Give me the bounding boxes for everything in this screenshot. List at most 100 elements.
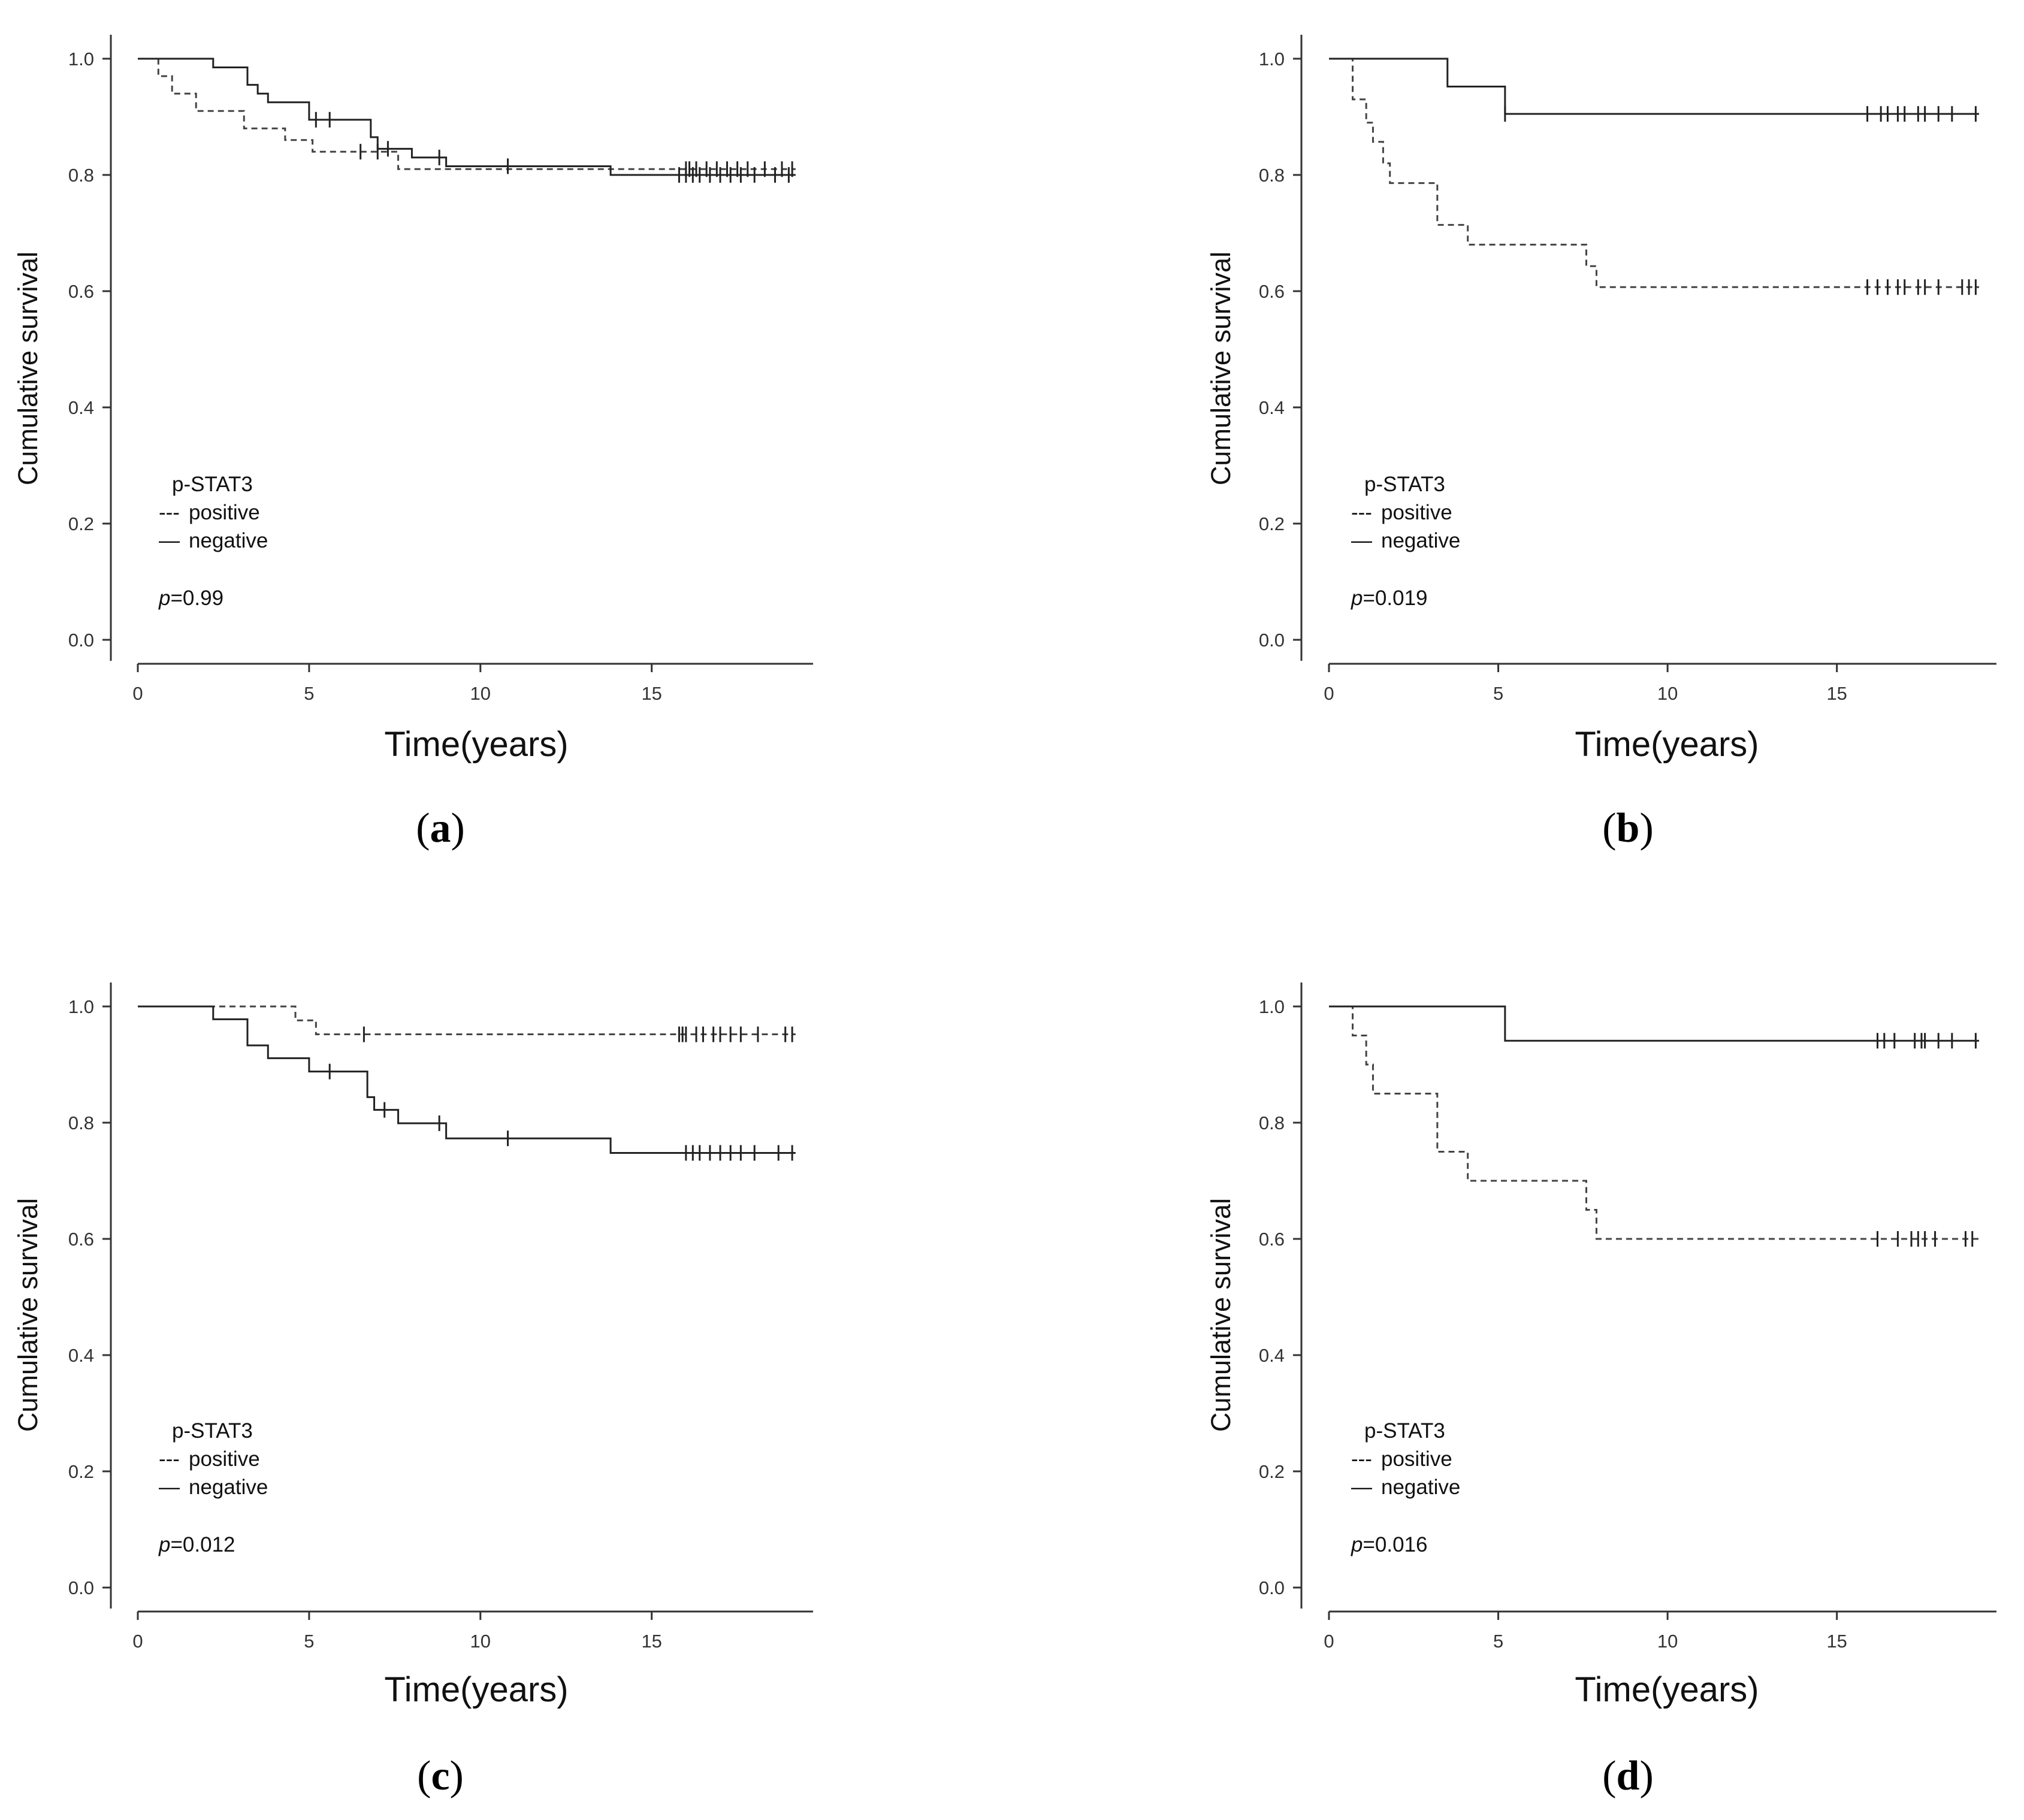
x-tick-label: 0 (1324, 683, 1334, 704)
legend-label: negative (1381, 1476, 1460, 1499)
y-tick-label: 0.0 (68, 1577, 94, 1598)
p-value: p=0.99 (158, 586, 223, 610)
legend-label: negative (1381, 529, 1460, 552)
x-tick-label: 5 (1493, 683, 1503, 704)
legend-symbol-solid: — (1351, 1476, 1372, 1499)
y-tick-label: 1.0 (1259, 996, 1285, 1017)
y-tick-label: 0.2 (68, 1461, 94, 1482)
panel-label-close: ) (451, 805, 465, 851)
p-value-number: =0.012 (170, 1533, 235, 1556)
x-tick-label: 5 (304, 683, 314, 704)
y-tick-label: 0.2 (68, 513, 94, 534)
panel-label: (d) (1602, 1753, 1654, 1799)
y-tick-label: 0.2 (1259, 513, 1285, 534)
y-tick-label: 0.2 (1259, 1461, 1285, 1482)
series-line-positive (138, 1005, 796, 1036)
p-value-number: =0.016 (1363, 1533, 1427, 1556)
y-tick-label: 0.6 (1259, 281, 1285, 302)
p-value-symbol: p (1351, 1533, 1363, 1556)
y-axis-label: Cumulative survival (1206, 1198, 1236, 1432)
y-axis-label: Cumulative survival (13, 1198, 43, 1432)
legend-symbol-solid: — (1351, 529, 1372, 552)
x-tick-label: 0 (132, 1631, 143, 1652)
panel-label-open: ( (417, 1753, 431, 1799)
x-tick-label: 15 (641, 1631, 661, 1652)
y-tick-label: 0.4 (1259, 397, 1285, 418)
x-tick-label: 0 (132, 683, 143, 704)
y-tick-label: 0.4 (68, 397, 94, 418)
y-tick-label: 1.0 (1259, 49, 1285, 69)
panel-label-letter: b (1617, 805, 1640, 851)
legend-symbol-solid: — (159, 529, 180, 552)
y-tick-label: 0.8 (1259, 1112, 1285, 1133)
legend-label: positive (1381, 1447, 1452, 1471)
chart-panel-d: 0.0 0.2 0.4 0.6 0.8 1.0 0 5 10 15 Cumulative survi… (1206, 982, 1996, 1799)
y-tick-label: 0.8 (68, 1112, 94, 1133)
legend-label: positive (189, 1447, 260, 1471)
panel-label-open: ( (1602, 805, 1616, 851)
y-tick-label: 0.8 (68, 165, 94, 186)
panel-label-letter: d (1617, 1753, 1640, 1799)
legend-symbol-dashed: --- (159, 501, 180, 524)
y-tick-label: 0.0 (1259, 630, 1285, 651)
y-tick-label: 1.0 (68, 49, 94, 69)
series-line-negative (138, 1005, 796, 1154)
legend-title: p-STAT3 (172, 1419, 253, 1443)
chart-panel-a: 0.0 0.2 0.4 0.6 0.8 1.0 0 5 10 15 Cumulative survi… (13, 35, 813, 851)
legend-symbol-solid: — (159, 1476, 180, 1499)
x-axis-label: Time(years) (1575, 1670, 1759, 1709)
panel-label-open: ( (416, 805, 430, 851)
x-tick-label: 0 (1324, 1631, 1334, 1652)
panel-label-close: ) (450, 1753, 464, 1799)
x-tick-label: 10 (1657, 1631, 1678, 1652)
panel-label-letter: c (431, 1753, 449, 1799)
x-tick-label: 15 (641, 683, 661, 704)
p-value: p=0.016 (1351, 1533, 1428, 1556)
y-tick-label: 0.6 (68, 1229, 94, 1250)
panel-label: (b) (1602, 805, 1654, 851)
series-line-positive (1329, 58, 1980, 288)
panel-label-close: ) (1639, 1753, 1653, 1799)
panel-label: (a) (416, 805, 465, 851)
legend-title: p-STAT3 (1364, 473, 1445, 496)
y-axis-label: Cumulative survival (13, 252, 43, 485)
x-axis-label: Time(years) (384, 725, 568, 764)
legend-label: positive (1381, 501, 1452, 524)
panel-label-open: ( (1602, 1753, 1616, 1799)
x-tick-label: 15 (1826, 1631, 1847, 1652)
y-tick-label: 1.0 (68, 996, 94, 1017)
legend-symbol-dashed: --- (159, 1447, 180, 1471)
legend-symbol-dashed: --- (1351, 1447, 1372, 1471)
x-tick-label: 15 (1826, 683, 1847, 704)
x-tick-label: 10 (470, 683, 491, 704)
y-tick-label: 0.4 (68, 1345, 94, 1366)
p-value-number: =0.019 (1363, 586, 1427, 610)
p-value-symbol: p (158, 1533, 170, 1556)
p-value: p=0.019 (1351, 586, 1428, 610)
series-line-positive (1329, 1005, 1980, 1240)
legend-title: p-STAT3 (172, 473, 253, 496)
x-axis-label: Time(years) (384, 1670, 568, 1709)
series-line-negative (138, 58, 796, 176)
legend-label: negative (189, 529, 268, 552)
series-line-negative (1329, 1005, 1980, 1042)
x-tick-label: 5 (304, 1631, 314, 1652)
y-tick-label: 0.4 (1259, 1345, 1285, 1366)
series-line-positive (138, 58, 796, 170)
y-tick-label: 0.0 (68, 630, 94, 651)
y-axis-label: Cumulative survival (1206, 252, 1236, 485)
y-tick-label: 0.8 (1259, 165, 1285, 186)
panel-label-close: ) (1639, 805, 1653, 851)
panel-label-letter: a (430, 805, 451, 851)
legend-symbol-dashed: --- (1351, 501, 1372, 524)
legend-label: negative (189, 1476, 268, 1499)
panel-label: (c) (417, 1753, 464, 1799)
p-value-number: =0.99 (170, 586, 223, 610)
chart-panel-c: 0.0 0.2 0.4 0.6 0.8 1.0 0 5 10 15 Cumulative survi… (13, 982, 813, 1799)
p-value: p=0.012 (158, 1533, 235, 1556)
legend-title: p-STAT3 (1364, 1419, 1445, 1443)
y-tick-label: 0.6 (1259, 1229, 1285, 1250)
legend-label: positive (189, 501, 260, 524)
chart-panel-b: 0.0 0.2 0.4 0.6 0.8 1.0 0 5 10 15 Cumulative survi… (1206, 35, 1996, 851)
